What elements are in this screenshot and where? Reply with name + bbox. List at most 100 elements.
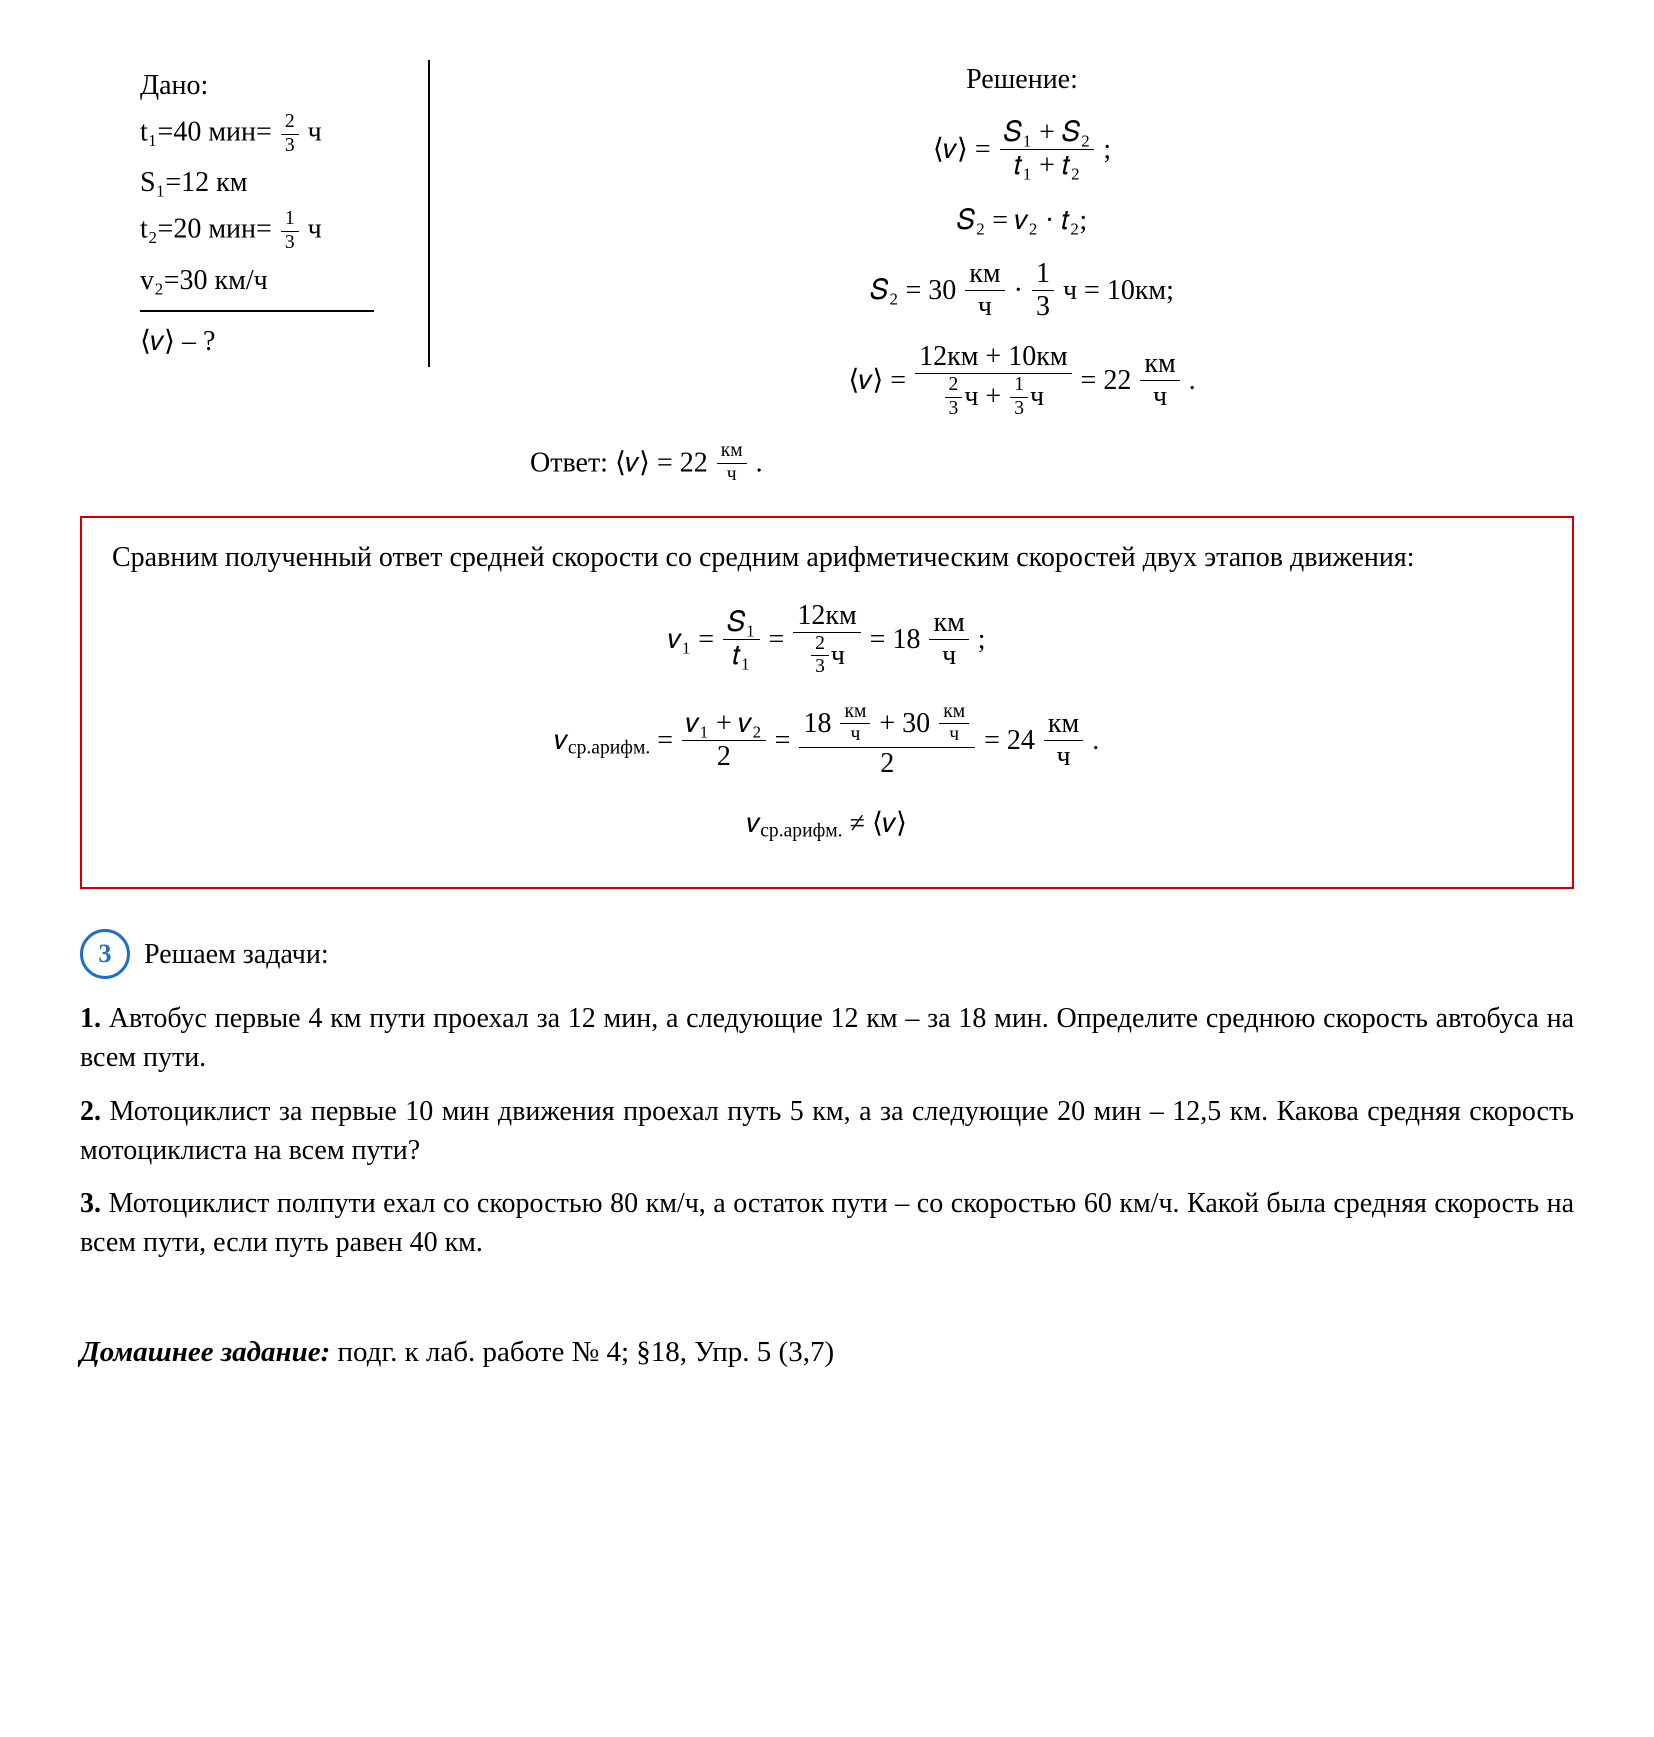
eq4-num: 12км + 10км xyxy=(915,341,1071,374)
v1-rhs: = 18 xyxy=(870,624,928,655)
vsr-f2: 18 км ч + 30 км ч 2 xyxy=(799,701,975,780)
given-t1: t₁=40 мин= 2 3 ч xyxy=(140,111,400,157)
v1-mid: = xyxy=(769,624,792,655)
section-title: Решаем задачи: xyxy=(144,935,329,974)
solution-eq3: 𝑆₂ = 30 км ч · 1 3 ч = 10км; xyxy=(470,258,1574,323)
solution-eq1: ⟨𝑣⟩ = 𝑆₁ + 𝑆₂ 𝑡₁ + 𝑡₂ ; xyxy=(470,117,1574,182)
t1-fraction: 2 3 xyxy=(281,111,299,157)
vsr-f2-num-u2-num: км xyxy=(939,701,969,725)
v1-f1-num: 𝑆₁ xyxy=(723,607,759,640)
eq4-den-mid: ч + xyxy=(964,381,1008,412)
eq3-tail: ч = 10км; xyxy=(1063,275,1174,306)
vsr-sub: ср.арифм. xyxy=(568,738,650,759)
v1-f1: 𝑆₁ 𝑡₁ xyxy=(723,607,759,672)
t1-den: 3 xyxy=(281,135,299,158)
vsr-f2-den: 2 xyxy=(799,748,975,780)
v1-f2-den-f: 2 3 xyxy=(811,633,829,679)
task-2-num: 2. xyxy=(80,1096,101,1127)
eq4-u-den: ч xyxy=(1140,381,1179,413)
vsr-tail: . xyxy=(1092,725,1099,756)
v1-f2: 12км 2 3 ч xyxy=(793,600,860,679)
vsr-f1-den: 2 xyxy=(682,741,766,773)
answer-expr: ⟨𝑣⟩ = 22 xyxy=(615,448,715,479)
vsr-f2-num-u2: км ч xyxy=(939,701,969,747)
eq1-num: 𝑆₁ + 𝑆₂ xyxy=(1000,117,1095,150)
v1-f2-den-tail: ч xyxy=(831,640,845,671)
eq3-u-num: км xyxy=(965,258,1004,291)
eq1-tail: ; xyxy=(1103,134,1111,165)
eq4-den-tail: ч xyxy=(1030,381,1044,412)
vsr-f2-num: 18 км ч + 30 км ч xyxy=(799,701,975,748)
vertical-separator xyxy=(428,60,430,367)
eq4-den-f2: 1 3 xyxy=(1010,374,1028,420)
solution-eq2: 𝑆₂ = 𝑣₂ · 𝑡₂; xyxy=(470,201,1574,240)
v1-tail: ; xyxy=(978,624,986,655)
eq4-den-f1: 2 3 xyxy=(945,374,963,420)
t2-num: 1 xyxy=(281,208,299,232)
eq3-lhs: 𝑆₂ = 30 xyxy=(870,275,963,306)
given-find: ⟨𝑣⟩ – ? xyxy=(140,322,400,361)
section-number-circle: 3 xyxy=(80,929,130,979)
answer-unit-fraction: км ч xyxy=(717,440,747,486)
answer-u-num: км xyxy=(717,440,747,464)
eq1-lhs: ⟨𝑣⟩ = xyxy=(933,134,998,165)
compare-vsr: 𝑣ср.арифм. = 𝑣₁ + 𝑣₂ 2 = 18 км ч + 30 км… xyxy=(112,701,1542,780)
eq4-den-f1-num: 2 xyxy=(945,374,963,398)
problem-block: Дано: t₁=40 мин= 2 3 ч S₁=12 км t₂=20 ми… xyxy=(80,60,1574,486)
v1-f2-num: 12км xyxy=(793,600,860,633)
eq4-rhs: = 22 xyxy=(1081,365,1139,396)
neq-rhs: ≠ ⟨𝑣⟩ xyxy=(850,808,907,839)
homework-block: Домашнее задание: подг. к лаб. работе № … xyxy=(80,1332,1574,1373)
task-1-text: Автобус первые 4 км пути проехал за 12 м… xyxy=(80,1003,1574,1073)
t2-den: 3 xyxy=(281,232,299,255)
vsr-f2-num-u2-den: ч xyxy=(939,724,969,747)
eq3-mid: · xyxy=(1014,275,1030,306)
eq4-den: 2 3 ч + 1 3 ч xyxy=(915,374,1071,420)
solution-header: Решение: xyxy=(470,60,1574,99)
eq3-f2-num: 1 xyxy=(1032,258,1054,291)
t1-unit: ч xyxy=(308,117,322,148)
task-2: 2. Мотоциклист за первые 10 мин движения… xyxy=(80,1092,1574,1170)
eq4-lhs: ⟨𝑣⟩ = xyxy=(848,365,913,396)
given-t2: t₂=20 мин= 1 3 ч xyxy=(140,208,400,254)
answer-u-den: ч xyxy=(717,464,747,487)
v1-f1-den: 𝑡₁ xyxy=(723,640,759,672)
given-header: Дано: xyxy=(140,66,400,105)
vsr-f2-num-a: 18 xyxy=(803,708,831,739)
vsr-f2-num-mid: + 30 xyxy=(879,708,930,739)
vsr-lhs: 𝑣 xyxy=(555,725,568,756)
task-3-num: 3. xyxy=(80,1188,101,1219)
eq4-u-num: км xyxy=(1140,348,1179,381)
v1-u-den: ч xyxy=(929,640,968,672)
vsr-f1-num: 𝑣₁ + 𝑣₂ xyxy=(682,708,766,741)
eq4-den-f1-den: 3 xyxy=(945,398,963,421)
eq1-fraction: 𝑆₁ + 𝑆₂ 𝑡₁ + 𝑡₂ xyxy=(1000,117,1095,182)
t2-lhs: t₂=20 мин= xyxy=(140,214,279,245)
section-head: 3 Решаем задачи: xyxy=(80,929,1574,979)
given-s1: S₁=12 км xyxy=(140,163,400,202)
v1-lhs: 𝑣₁ = xyxy=(668,624,721,655)
vsr-eq: = xyxy=(657,725,680,756)
t2-unit: ч xyxy=(308,214,322,245)
eq3-unit-fraction: км ч xyxy=(965,258,1004,323)
given-divider xyxy=(140,310,374,312)
task-3-text: Мотоциклист полпути ехал со скоростью 80… xyxy=(80,1188,1574,1258)
vsr-f1: 𝑣₁ + 𝑣₂ 2 xyxy=(682,708,766,773)
vsr-f2-num-u1-num: км xyxy=(840,701,870,725)
given-column: Дано: t₁=40 мин= 2 3 ч S₁=12 км t₂=20 ми… xyxy=(140,60,430,367)
homework-text: подг. к лаб. работе № 4; §18, Упр. 5 (3,… xyxy=(338,1336,835,1368)
vsr-u-num: км xyxy=(1044,708,1083,741)
eq1-den: 𝑡₁ + 𝑡₂ xyxy=(1000,150,1095,182)
eq4-den-f2-den: 3 xyxy=(1010,398,1028,421)
neq-lhs: 𝑣 xyxy=(747,808,760,839)
vsr-unit-fraction: км ч xyxy=(1044,708,1083,773)
eq3-f2-den: 3 xyxy=(1032,291,1054,323)
answer-label: Ответ: xyxy=(530,448,615,479)
eq4-tail: . xyxy=(1189,365,1196,396)
comparison-box: Сравним полученный ответ средней скорост… xyxy=(80,516,1574,889)
answer-tail: . xyxy=(756,448,763,479)
task-1: 1. Автобус первые 4 км пути проехал за 1… xyxy=(80,999,1574,1077)
solution-column: Решение: ⟨𝑣⟩ = 𝑆₁ + 𝑆₂ 𝑡₁ + 𝑡₂ ; 𝑆₂ = 𝑣₂… xyxy=(430,60,1574,486)
neq-sub: ср.арифм. xyxy=(760,821,842,842)
eq4-den-f2-num: 1 xyxy=(1010,374,1028,398)
